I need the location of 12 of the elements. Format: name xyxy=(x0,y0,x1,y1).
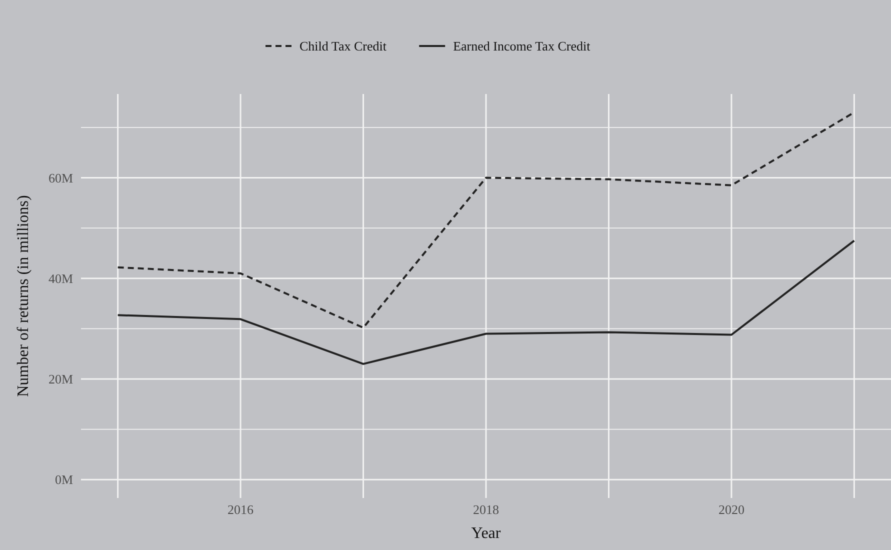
x-tick-label: 2016 xyxy=(228,502,254,517)
y-tick-label: 20M xyxy=(48,372,74,387)
y-tick-label: 60M xyxy=(48,170,74,186)
y-tick-label: 0M xyxy=(54,472,74,488)
y-tick-label: 40M xyxy=(48,270,74,286)
legend-label: Earned Income Tax Credit xyxy=(453,38,591,54)
y-axis-title: Number of returns (in millions) xyxy=(15,195,32,397)
line-series xyxy=(116,240,856,365)
legend-label: Child Tax Credit xyxy=(300,38,387,54)
x-axis-title: Year xyxy=(471,525,502,542)
x-tick-label: 2018 xyxy=(473,502,499,517)
x-tick-label: 2020 xyxy=(718,502,744,517)
